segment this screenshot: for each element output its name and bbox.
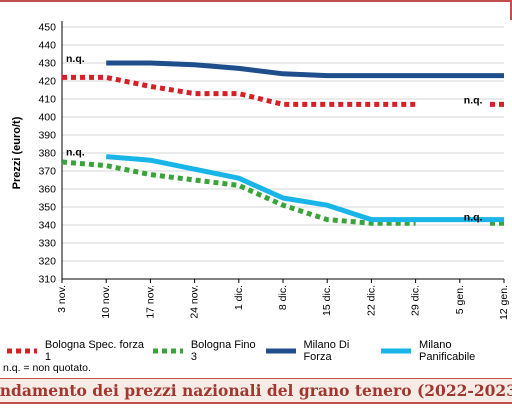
series-lines — [61, 60, 506, 226]
x-tick-label: 22 dic. — [365, 285, 377, 316]
x-tick-label: 12 gen. — [498, 285, 510, 320]
y-tick-label: 360 — [38, 184, 56, 196]
x-tick-label: 15 dic. — [321, 285, 333, 316]
series-line-2 — [106, 60, 504, 79]
axes: 310 320 330 340 350 360 370 380 390 400 410 420 430 4… — [11, 21, 510, 320]
series-line-0 — [62, 74, 416, 107]
y-tick-label: 350 — [38, 202, 56, 214]
y-tick-label: 310 — [38, 274, 56, 286]
nq-annotation: n.q. — [464, 211, 483, 223]
y-tick-label: 340 — [38, 220, 56, 232]
footnote: n.q. = non quotato. — [3, 362, 91, 374]
series-line-3 — [105, 154, 504, 223]
y-tick-label: 440 — [38, 40, 56, 52]
x-tick-label: 8 dic. — [277, 285, 289, 310]
price-chart: 310 320 330 340 350 360 370 380 390 400 410 420 430 4… — [11, 21, 510, 320]
x-tick-label: 3 nov. — [56, 285, 68, 313]
y-tick-label: 330 — [38, 238, 56, 250]
legend-label: Bologna Spec. forza 1 — [44, 339, 144, 363]
nq-annotation: n.q. — [464, 94, 483, 106]
x-tick-label: 24 nov. — [189, 285, 201, 319]
annotations: n.q. n.q. n.q. n.q. — [66, 53, 483, 223]
y-tick-label: 320 — [38, 256, 56, 268]
x-tick-label: 10 nov. — [100, 285, 112, 319]
x-tick-label: 1 dic. — [233, 285, 245, 310]
x-tick-label: 29 dic. — [410, 285, 422, 316]
legend-label: Milano Di Forza — [303, 339, 350, 363]
y-tick-label: 380 — [38, 148, 56, 160]
nq-annotation: n.q. — [66, 147, 85, 159]
y-tick-label: 430 — [38, 58, 56, 70]
nq-annotation: n.q. — [66, 53, 85, 65]
legend-item-bologna-spec-forza-1[interactable]: Bologna Spec. forza 1 — [4, 339, 150, 363]
legend-item-milano-di-forza[interactable]: Milano Di Forza — [263, 339, 379, 363]
title-bar: Andamento dei prezzi nazionali del grano… — [0, 378, 512, 404]
legend-swatch — [7, 348, 37, 354]
legend-swatch — [152, 348, 183, 354]
chart-title: Andamento dei prezzi nazionali del grano… — [0, 381, 512, 400]
x-tick-label: 17 nov. — [144, 285, 156, 319]
legend-item-bologna-fino-3[interactable]: Bologna Fino 3 — [150, 339, 263, 363]
legend: Bologna Spec. forza 1 Bologna Fino 3 Mil… — [4, 339, 508, 363]
legend-item-milano-panificabile[interactable]: Milano Panificabile — [378, 339, 508, 363]
y-tick-label: 420 — [38, 76, 56, 88]
legend-label: Milano Panificabile — [419, 339, 476, 363]
x-tick-label: 5 gen. — [454, 285, 466, 314]
frame-top-border — [0, 0, 512, 2]
legend-swatch — [381, 348, 412, 354]
y-tick-label: 390 — [38, 130, 56, 142]
y-tick-label: 370 — [38, 166, 56, 178]
legend-swatch — [265, 348, 296, 354]
legend-label: Bologna Fino 3 — [190, 339, 256, 363]
y-tick-label: 400 — [38, 112, 56, 124]
y-tick-label: 450 — [38, 22, 56, 34]
frame-right-border — [510, 0, 512, 20]
y-axis-label: Prezzi (euro/t) — [11, 116, 23, 189]
y-tick-label: 410 — [38, 94, 56, 106]
